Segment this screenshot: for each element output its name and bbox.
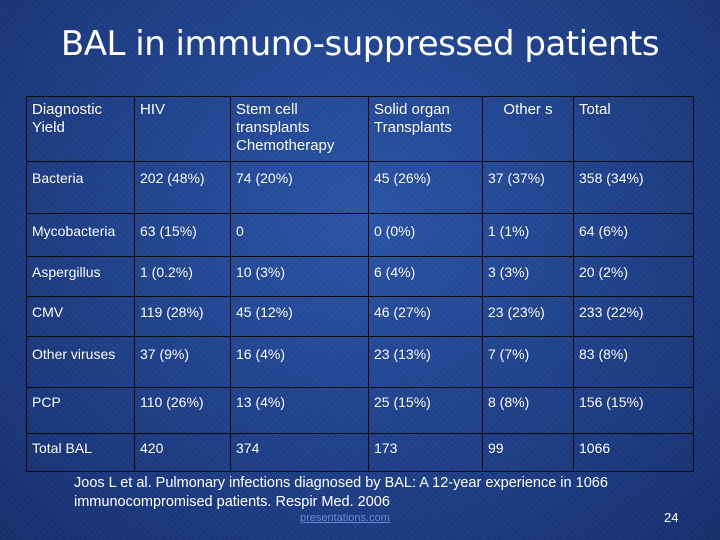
table-cell: 358 (34%)	[573, 161, 694, 214]
table-cell: 202 (48%)	[134, 161, 231, 214]
table-cell: 20 (2%)	[573, 256, 694, 297]
table-cell: 63 (15%)	[134, 213, 231, 257]
table-cell: 173	[368, 433, 483, 472]
table-cell: 25 (15%)	[368, 387, 483, 434]
page-number: 24	[664, 510, 679, 525]
table-cell: Aspergillus	[26, 256, 135, 297]
table-cell: 45 (12%)	[230, 296, 369, 337]
header-cell: Other s	[482, 96, 574, 162]
table-cell: 1 (0.2%)	[134, 256, 231, 297]
table-cell: Total BAL	[26, 433, 135, 472]
table-cell: 37 (37%)	[482, 161, 574, 214]
header-cell: Total	[573, 96, 694, 162]
table-cell: 3 (3%)	[482, 256, 574, 297]
header-cell: Solid organ Transplants	[368, 96, 483, 162]
table-cell: 0 (0%)	[368, 213, 483, 257]
header-cell: Stem cell transplants Chemotherapy	[230, 96, 369, 162]
table-row: Total BAL 420 374 173 99 1066	[26, 433, 694, 472]
table-row: Other viruses 37 (9%) 16 (4%) 23 (13%) 7…	[26, 336, 694, 388]
table-cell: 374	[230, 433, 369, 472]
table-cell: 13 (4%)	[230, 387, 369, 434]
table-cell: 74 (20%)	[230, 161, 369, 214]
table-row: Aspergillus 1 (0.2%) 10 (3%) 6 (4%) 3 (3…	[26, 256, 694, 297]
table-cell: 420	[134, 433, 231, 472]
table-cell: 10 (3%)	[230, 256, 369, 297]
table-cell: Bacteria	[26, 161, 135, 214]
table-cell: 83 (8%)	[573, 336, 694, 388]
header-cell: HIV	[134, 96, 231, 162]
table-header-row: Diagnostic Yield HIV Stem cell transplan…	[26, 96, 694, 162]
table-cell: 99	[482, 433, 574, 472]
table-cell: 64 (6%)	[573, 213, 694, 257]
table-cell: 23 (13%)	[368, 336, 483, 388]
header-cell: Diagnostic Yield	[26, 96, 135, 162]
table-cell: 1066	[573, 433, 694, 472]
table-row: Bacteria 202 (48%) 74 (20%) 45 (26%) 37 …	[26, 161, 694, 214]
table-cell: 110 (26%)	[134, 387, 231, 434]
table-cell: 233 (22%)	[573, 296, 694, 337]
table-cell: 156 (15%)	[573, 387, 694, 434]
table-cell: CMV	[26, 296, 135, 337]
table-cell: 45 (26%)	[368, 161, 483, 214]
table-cell: 46 (27%)	[368, 296, 483, 337]
table-cell: 6 (4%)	[368, 256, 483, 297]
table-cell: 16 (4%)	[230, 336, 369, 388]
table-cell: 0	[230, 213, 369, 257]
slide-title: BAL in immuno-suppressed patients	[60, 24, 660, 64]
diagnostic-yield-table: Diagnostic Yield HIV Stem cell transplan…	[26, 96, 694, 472]
table-cell: Mycobacteria	[26, 213, 135, 257]
table-cell: 1 (1%)	[482, 213, 574, 257]
table-cell: 119 (28%)	[134, 296, 231, 337]
table-cell: 37 (9%)	[134, 336, 231, 388]
table-cell: 8 (8%)	[482, 387, 574, 434]
table-cell: 23 (23%)	[482, 296, 574, 337]
table-row: CMV 119 (28%) 45 (12%) 46 (27%) 23 (23%)…	[26, 296, 694, 337]
table-cell: Other viruses	[26, 336, 135, 388]
reference-citation: Joos L et al. Pulmonary infections diagn…	[74, 475, 608, 510]
table-row: PCP 110 (26%) 13 (4%) 25 (15%) 8 (8%) 15…	[26, 387, 694, 434]
table-cell: PCP	[26, 387, 135, 434]
footer-link[interactable]: presentations.com	[300, 512, 390, 524]
table-cell: 7 (7%)	[482, 336, 574, 388]
table-row: Mycobacteria 63 (15%) 0 0 (0%) 1 (1%) 64…	[26, 213, 694, 257]
